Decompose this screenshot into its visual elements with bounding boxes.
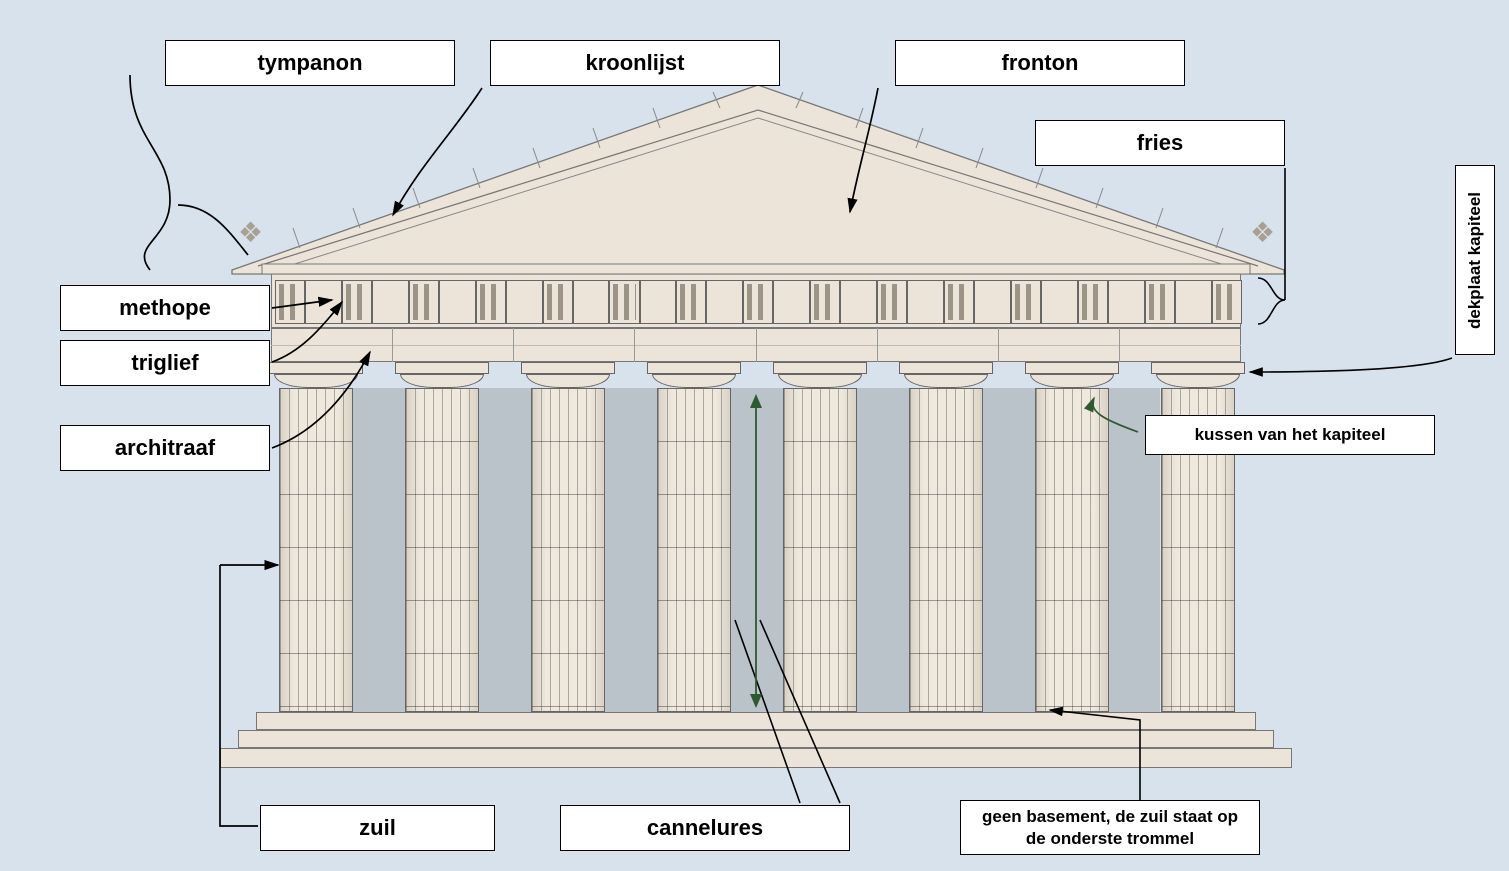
label-fries: fries	[1035, 120, 1285, 166]
label-kroonlijst-text: kroonlijst	[585, 50, 684, 76]
label-fronton: fronton	[895, 40, 1185, 86]
label-triglief-text: triglief	[131, 350, 198, 376]
label-tympanon-text: tympanon	[257, 50, 362, 76]
label-cannelures-text: cannelures	[647, 815, 763, 841]
label-basement: geen basement, de zuil staat op de onder…	[960, 800, 1260, 855]
label-basement-text: geen basement, de zuil staat op de onder…	[971, 806, 1249, 849]
label-methope: methope	[60, 285, 270, 331]
label-kroonlijst: kroonlijst	[490, 40, 780, 86]
label-kussen: kussen van het kapiteel	[1145, 415, 1435, 455]
label-dekplaat: dekplaat kapiteel	[1455, 165, 1495, 355]
acroterion-right: ❖	[1250, 216, 1275, 249]
label-zuil: zuil	[260, 805, 495, 851]
diagram-canvas: ❖ ❖ ❖ tympanon kroonlijst fronton fries …	[0, 0, 1509, 871]
label-tympanon: tympanon	[165, 40, 455, 86]
label-methope-text: methope	[119, 295, 211, 321]
label-zuil-text: zuil	[359, 815, 396, 841]
label-fronton-text: fronton	[1002, 50, 1079, 76]
label-kussen-text: kussen van het kapiteel	[1195, 425, 1386, 445]
label-dekplaat-text: dekplaat kapiteel	[1465, 192, 1485, 329]
acroterion-left: ❖	[238, 216, 263, 249]
label-architraaf: architraaf	[60, 425, 270, 471]
label-fries-text: fries	[1137, 130, 1183, 156]
label-architraaf-text: architraaf	[115, 435, 215, 461]
label-cannelures: cannelures	[560, 805, 850, 851]
label-triglief: triglief	[60, 340, 270, 386]
